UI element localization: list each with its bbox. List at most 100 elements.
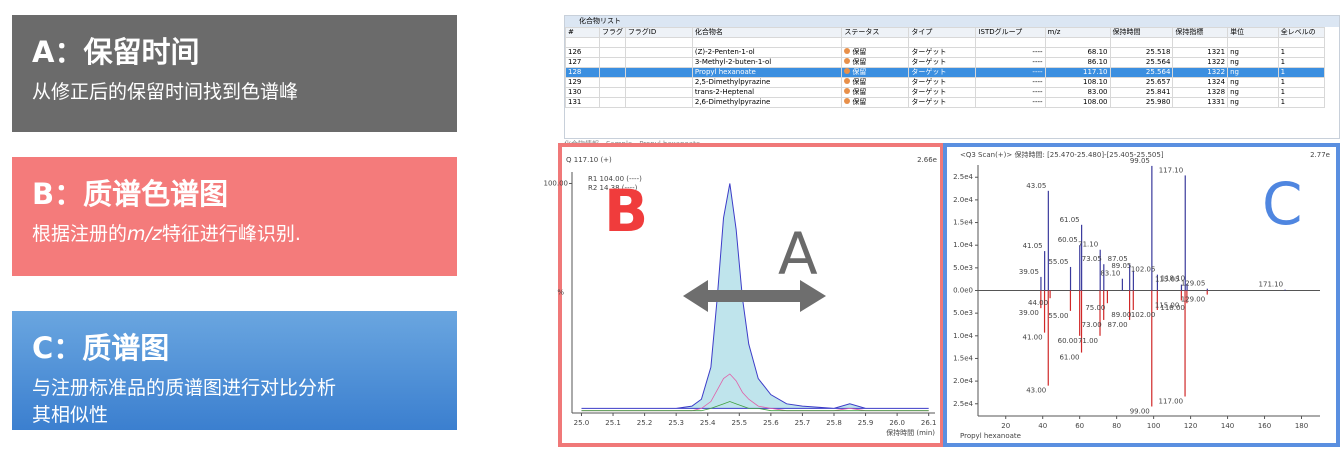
peak-label: 41.05 — [1023, 242, 1043, 250]
cell-text: 1 — [1280, 78, 1286, 87]
x-tick-label: 25.3 — [668, 419, 684, 427]
table-cell: ---- — [975, 97, 1046, 108]
x-tick-label: 180 — [1295, 422, 1308, 430]
peak-label: 39.05 — [1019, 268, 1039, 276]
y-tick-label: 1.5e4 — [953, 219, 973, 227]
cell-text: 1 — [1280, 98, 1286, 107]
panel-desc: 从修正后的保留时间找到色谱峰 — [32, 81, 299, 103]
cell-text: ターゲット — [911, 58, 947, 67]
table-cell: 1331 — [1172, 97, 1229, 108]
status-dot — [844, 48, 851, 54]
peak-label: 171.10 — [1259, 281, 1284, 289]
y-tick-label: 2.0e4 — [953, 196, 973, 204]
desc-text: 特征进行峰识别. — [161, 223, 301, 245]
cell-text: Propyl hexanoate — [694, 68, 756, 77]
cell-text: 25.841 — [1145, 88, 1171, 97]
desc-text: 根据注册的 — [32, 223, 128, 245]
cell-text: 83.00 — [1087, 88, 1108, 97]
desc-line: 其相似性 — [32, 404, 109, 426]
peak-label: 89.00 — [1111, 311, 1131, 319]
x-tick-label: 140 — [1221, 422, 1234, 430]
cell-text: 1 — [1280, 68, 1286, 77]
x-tick-label: 25.4 — [700, 419, 716, 427]
cell-text: 1324 — [1207, 78, 1226, 87]
status-dot — [844, 88, 851, 94]
peak-label: 60.00 — [1058, 337, 1078, 345]
peak-label: 61.00 — [1059, 354, 1079, 362]
cell-text: 保留 — [852, 68, 867, 77]
table-row[interactable]: 131 2,6-Dimethylpyrazine 保留 ターゲット ---- 108.00… — [565, 97, 1326, 108]
y-tick-label: 2.5e4 — [953, 400, 973, 408]
status-dot — [844, 58, 851, 64]
peak-label: 44.00 — [1028, 299, 1048, 307]
peak-label: 117.00 — [1159, 398, 1184, 406]
peak-label: 75.00 — [1085, 304, 1105, 312]
cell-text: 25.518 — [1145, 48, 1171, 57]
cell-text: ng — [1230, 58, 1239, 67]
cell-text: 25.564 — [1145, 58, 1171, 67]
cell-text: 3-Methyl-2-buten-1-ol — [694, 58, 772, 67]
cell-text: 1321 — [1207, 48, 1226, 57]
peak-label: 118.00 — [1160, 304, 1185, 312]
table-cell: 25.980 — [1109, 97, 1174, 108]
cell-text: ---- — [1032, 68, 1043, 77]
x-tick-label: 25.1 — [605, 419, 621, 427]
cell-text: 1 — [1280, 48, 1286, 57]
annotation-a: A — [778, 220, 818, 288]
status-dot — [844, 68, 851, 74]
cell-text: ---- — [1032, 58, 1043, 67]
panel-title: B：质谱色谱图 — [32, 177, 229, 211]
peak-label: 39.00 — [1019, 309, 1039, 317]
cell-text: ターゲット — [911, 88, 947, 97]
peak-label: 87.05 — [1108, 255, 1128, 263]
x-tick-label: 25.6 — [763, 419, 779, 427]
y-tick-label: 5.0e3 — [953, 264, 973, 272]
peak-label: 115.05 — [1155, 276, 1180, 284]
y-tick-label: 100.00 — [544, 179, 569, 187]
cell-text: 128 — [568, 68, 582, 77]
trace — [581, 401, 929, 412]
peak-label: 118.10 — [1161, 275, 1186, 283]
y-tick-label: 5.0e3 — [953, 309, 973, 317]
y-tick-label: 2.5e4 — [953, 173, 973, 181]
cell-text: 131 — [568, 98, 582, 107]
peak-label: 89.05 — [1111, 262, 1131, 270]
cell-text: 2,5-Dimethylpyrazine — [694, 78, 771, 87]
y-tick-label: 0.0e0 — [953, 287, 973, 295]
cell-text: 保留 — [852, 98, 867, 107]
cell-text: ---- — [1032, 88, 1043, 97]
cell-text: ターゲット — [911, 68, 947, 77]
cell-text: 保留 — [852, 78, 867, 87]
status-dot — [844, 78, 851, 84]
panel-desc: 根据注册的m/z特征进行峰识别. — [32, 221, 437, 248]
peak-label: 41.00 — [1023, 334, 1043, 342]
peak-label: 55.05 — [1048, 258, 1068, 266]
y-tick-label: 2.0e4 — [953, 377, 973, 385]
cell-text: 108.00 — [1083, 98, 1108, 107]
x-tick-label: 100 — [1147, 422, 1160, 430]
cell-text: ---- — [1032, 98, 1043, 107]
cell-text: 保留 — [852, 88, 867, 97]
peak-label: 43.00 — [1026, 387, 1046, 395]
cell-text: 2,6-Dimethylpyrazine — [694, 98, 771, 107]
peak-label: 55.00 — [1048, 312, 1068, 320]
legend-entry: R2 14.38 (----) — [588, 184, 638, 192]
cell-text: 保留 — [852, 48, 867, 57]
cell-text: 86.10 — [1087, 58, 1108, 67]
cell-text: 1331 — [1207, 98, 1226, 107]
peak-label: 87.00 — [1108, 321, 1128, 329]
table-row[interactable]: 126 (Z)-2-Penten-1-ol 保留 ターゲット ---- 68.10 25.5… — [565, 47, 1326, 58]
panel-c: C：质谱图 与注册标准品的质谱图进行对比分析 其相似性 — [12, 311, 457, 430]
x-tick-label: 40 — [1038, 422, 1047, 430]
x-tick-label: 25.7 — [795, 419, 811, 427]
status-dot — [844, 98, 851, 104]
table-cell: 1 — [1277, 97, 1326, 108]
cell-text: ターゲット — [911, 48, 947, 57]
cell-text: ng — [1230, 98, 1239, 107]
compound-table: # フラグ フラグID 化合物名 ステータス タイプ ISTDグループ m/z 保持時間 保持指標… — [565, 27, 1326, 108]
x-tick-label: 120 — [1184, 422, 1197, 430]
y-tick-label: 1.0e4 — [953, 332, 973, 340]
cell-text: ng — [1230, 88, 1239, 97]
table-row[interactable]: 129 2,5-Dimethylpyrazine 保留 ターゲット ---- 108.10… — [565, 77, 1326, 88]
